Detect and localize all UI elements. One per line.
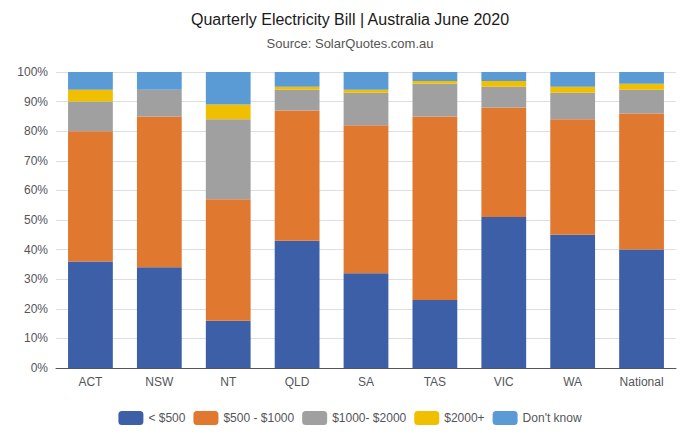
svg-text:National: National [620, 375, 664, 389]
svg-text:$2000+: $2000+ [444, 411, 484, 425]
svg-text:60%: 60% [24, 183, 48, 197]
svg-text:0%: 0% [31, 361, 49, 375]
svg-text:QLD: QLD [285, 375, 310, 389]
svg-text:< $500: < $500 [148, 411, 185, 425]
svg-text:40%: 40% [24, 243, 48, 257]
svg-text:NT: NT [220, 375, 237, 389]
svg-text:Don't know: Don't know [523, 411, 582, 425]
svg-text:90%: 90% [24, 95, 48, 109]
svg-text:VIC: VIC [494, 375, 514, 389]
svg-text:80%: 80% [24, 124, 48, 138]
svg-text:10%: 10% [24, 331, 48, 345]
svg-text:30%: 30% [24, 272, 48, 286]
svg-text:100%: 100% [17, 65, 48, 79]
svg-text:50%: 50% [24, 213, 48, 227]
svg-text:ACT: ACT [78, 375, 103, 389]
svg-text:$1000- $2000: $1000- $2000 [332, 411, 406, 425]
svg-text:WA: WA [563, 375, 582, 389]
svg-text:NSW: NSW [145, 375, 174, 389]
svg-text:Quarterly Electricity Bill | A: Quarterly Electricity Bill | Australia J… [191, 11, 509, 28]
svg-text:$500 - $1000: $500 - $1000 [223, 411, 294, 425]
svg-text:TAS: TAS [424, 375, 446, 389]
svg-text:70%: 70% [24, 154, 48, 168]
svg-text:Source: SolarQuotes.com.au: Source: SolarQuotes.com.au [267, 36, 434, 51]
svg-text:SA: SA [358, 375, 374, 389]
svg-text:20%: 20% [24, 302, 48, 316]
